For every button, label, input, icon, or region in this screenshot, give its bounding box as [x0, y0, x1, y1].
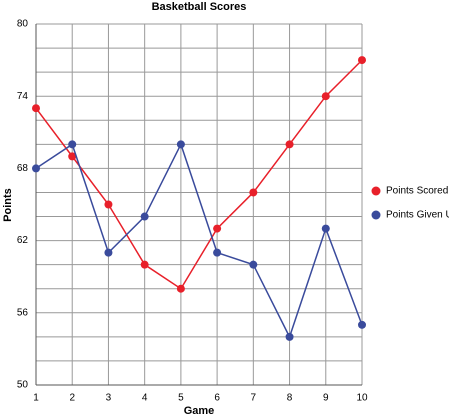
data-point: [32, 164, 40, 173]
y-tick-label: 56: [17, 307, 29, 318]
data-point: [32, 104, 40, 113]
series-line: [35, 59, 363, 290]
data-point: [358, 320, 366, 329]
legend-marker: [371, 210, 381, 220]
data-point: [285, 140, 294, 149]
legend-marker: [371, 186, 381, 196]
x-tick-label: 9: [323, 393, 329, 404]
data-point: [176, 140, 185, 149]
x-tick-label: 2: [69, 393, 75, 404]
legend-label: Points Given Up: [386, 210, 449, 221]
x-tick-label: 10: [356, 393, 368, 404]
data-point: [140, 260, 149, 269]
data-point: [104, 200, 113, 209]
data-point: [176, 284, 185, 293]
y-tick-label: 74: [17, 91, 29, 102]
data-point: [68, 152, 77, 161]
y-axis-label: Points: [2, 188, 14, 222]
x-tick-label: 1: [33, 393, 39, 404]
data-point: [321, 224, 330, 233]
y-tick-label: 80: [17, 19, 29, 30]
x-tick-label: 8: [287, 393, 293, 404]
x-tick-label: 6: [214, 393, 220, 404]
x-tick-label: 7: [251, 393, 257, 404]
data-point: [321, 92, 330, 101]
y-tick-label: 62: [17, 235, 29, 246]
data-point: [285, 332, 294, 341]
data-point: [249, 260, 258, 269]
series-line: [35, 142, 363, 339]
data-point: [104, 248, 113, 257]
chart-title: Basketball Scores: [152, 1, 247, 13]
x-tick-label: 3: [106, 393, 112, 404]
y-tick-label: 50: [17, 380, 29, 391]
legend-label: Points Scored: [386, 186, 448, 197]
data-point: [249, 188, 258, 197]
data-point: [358, 56, 366, 65]
data-point: [213, 248, 222, 257]
data-point: [140, 212, 149, 221]
x-tick-label: 5: [178, 393, 184, 404]
data-point: [213, 224, 222, 233]
x-axis-label: Game: [184, 405, 215, 417]
data-point: [68, 140, 77, 149]
y-tick-label: 68: [17, 163, 29, 174]
x-tick-label: 4: [142, 393, 148, 404]
